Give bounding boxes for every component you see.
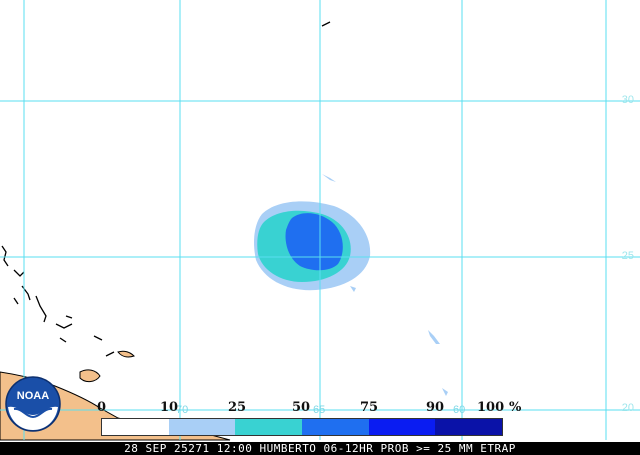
legend-tick-50: 50 xyxy=(292,400,311,415)
probability-contours xyxy=(254,174,448,396)
streak-southeast-1 xyxy=(428,330,440,344)
legend-swatch-75-90 xyxy=(368,419,436,435)
lat-label-25: 25 xyxy=(621,250,634,262)
legend-tick-25: 25 xyxy=(228,400,247,415)
legend-swatch-0-10 xyxy=(102,419,169,435)
legend-colorbar xyxy=(101,418,503,436)
legend-tick-90: 90 xyxy=(426,400,445,415)
lat-label-20: 20 xyxy=(621,402,634,414)
puerto-rico-island xyxy=(79,369,101,383)
streak-north xyxy=(322,174,336,182)
small-island xyxy=(117,350,135,358)
noaa-logo-icon: NOAA xyxy=(5,376,61,432)
legend-tick-10: 10 xyxy=(160,400,179,415)
noaa-logo-text: NOAA xyxy=(17,390,49,402)
streak-southeast-3 xyxy=(442,388,448,396)
latlon-grid xyxy=(0,0,640,440)
legend-percent-sign: % xyxy=(509,400,522,415)
legend-tick-75: 75 xyxy=(360,400,379,415)
legend-swatch-90-100 xyxy=(435,419,503,435)
lon-label-65: 65 xyxy=(313,404,326,416)
bahamas-coastlines xyxy=(1,21,331,357)
legend-swatch-10-25 xyxy=(168,419,236,435)
legend-swatch-50-75 xyxy=(302,419,369,435)
streak-southeast-2 xyxy=(350,286,356,292)
legend-swatch-25-50 xyxy=(235,419,303,435)
product-footer: 28 SEP 25271 12:00 HUMBERTO 06-12HR PROB… xyxy=(0,442,640,455)
legend-tick-0: 0 xyxy=(97,400,107,415)
lon-label-60: 60 xyxy=(453,404,466,416)
contour-50-75 xyxy=(285,213,343,271)
lon-label-70: 70 xyxy=(176,404,189,416)
lat-label-30: 30 xyxy=(621,94,634,106)
legend-tick-100: 100 xyxy=(477,400,505,415)
